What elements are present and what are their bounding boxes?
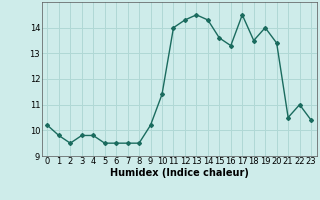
X-axis label: Humidex (Indice chaleur): Humidex (Indice chaleur)	[110, 168, 249, 178]
